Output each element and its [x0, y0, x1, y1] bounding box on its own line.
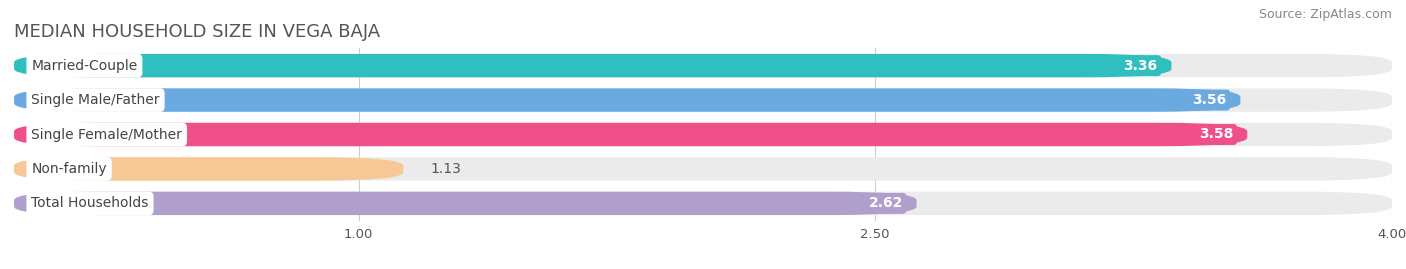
Text: Married-Couple: Married-Couple — [31, 59, 138, 73]
Text: Single Female/Mother: Single Female/Mother — [31, 128, 183, 141]
FancyBboxPatch shape — [14, 192, 1392, 215]
FancyBboxPatch shape — [14, 123, 1392, 146]
Text: 1.13: 1.13 — [430, 162, 461, 176]
FancyBboxPatch shape — [14, 157, 404, 181]
Text: Source: ZipAtlas.com: Source: ZipAtlas.com — [1258, 8, 1392, 21]
Text: 2.62: 2.62 — [869, 196, 903, 210]
FancyBboxPatch shape — [14, 123, 1247, 146]
FancyBboxPatch shape — [14, 88, 1240, 112]
Text: Single Male/Father: Single Male/Father — [31, 93, 160, 107]
Text: 3.56: 3.56 — [1192, 93, 1226, 107]
Text: 3.58: 3.58 — [1199, 128, 1233, 141]
FancyBboxPatch shape — [14, 88, 1392, 112]
Text: Non-family: Non-family — [31, 162, 107, 176]
FancyBboxPatch shape — [14, 54, 1392, 77]
Text: Total Households: Total Households — [31, 196, 149, 210]
FancyBboxPatch shape — [14, 157, 1392, 181]
FancyBboxPatch shape — [14, 192, 917, 215]
FancyBboxPatch shape — [14, 54, 1171, 77]
Text: 3.36: 3.36 — [1123, 59, 1157, 73]
Text: MEDIAN HOUSEHOLD SIZE IN VEGA BAJA: MEDIAN HOUSEHOLD SIZE IN VEGA BAJA — [14, 23, 380, 41]
